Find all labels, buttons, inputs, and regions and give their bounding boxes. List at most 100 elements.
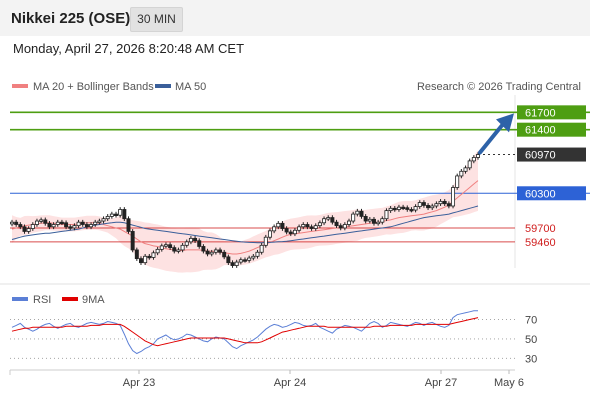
candle-body	[109, 213, 114, 217]
candle-body	[159, 245, 164, 250]
candle-body	[263, 236, 268, 246]
rsi-tick-30: 30	[525, 353, 537, 365]
ma20-legend-label: MA 20 + Bollinger Bands	[33, 81, 154, 93]
candle-body	[363, 216, 368, 222]
candle-body	[139, 258, 143, 264]
candle-body	[143, 255, 148, 264]
ma20-legend-swatch	[12, 84, 28, 88]
candle-body	[317, 222, 322, 227]
candle-body	[305, 224, 310, 228]
candle-body	[459, 170, 464, 177]
candle-body	[188, 237, 193, 243]
candle-body	[172, 247, 177, 252]
candle-body	[338, 225, 343, 229]
candle-body	[51, 224, 56, 228]
candle-body	[247, 257, 252, 261]
candle-body	[434, 203, 439, 207]
level-label-1: 61400	[525, 125, 556, 137]
candle-body	[30, 224, 35, 229]
candle-body	[205, 250, 210, 255]
candle-body	[388, 207, 393, 212]
candle-body	[163, 244, 168, 247]
candle-body	[39, 219, 44, 222]
candle-body	[322, 218, 327, 224]
timeframe-button[interactable]: 30 MIN	[130, 7, 183, 32]
candle-body	[22, 226, 27, 232]
candle-body	[222, 251, 227, 258]
candle-body	[455, 175, 460, 188]
x-tick-label-2: Apr 27	[425, 377, 457, 389]
ma20-line	[11, 180, 479, 255]
candle-body	[417, 202, 422, 207]
level-label-0: 61700	[525, 107, 556, 119]
candle-body	[118, 209, 123, 216]
candle-body	[10, 221, 14, 225]
candle-body	[64, 222, 69, 228]
candle-body	[359, 210, 364, 217]
candle-body	[55, 221, 60, 225]
candle-body	[351, 213, 356, 222]
level-tag-1	[517, 122, 586, 137]
candle-body	[168, 244, 173, 249]
candle-body	[213, 249, 218, 253]
candle-body	[180, 244, 185, 251]
x-tick-label-1: Apr 24	[274, 377, 306, 389]
candle-body	[313, 225, 318, 229]
forecast-arrow-shaft	[478, 123, 504, 155]
candle-body	[392, 207, 397, 211]
candle-body	[122, 209, 127, 220]
candle-body	[251, 255, 256, 259]
rsi-tick-70: 70	[525, 315, 537, 327]
rsi-plot: 70 50 30	[10, 310, 537, 365]
candle-body	[84, 224, 89, 228]
instrument-title: Nikkei 225 (OSE)	[11, 10, 131, 27]
level-label-5: 59460	[525, 237, 556, 249]
candle-body	[151, 252, 156, 258]
candle-body	[101, 218, 106, 222]
rsi-legend-swatch	[12, 297, 28, 301]
candle-body	[26, 228, 31, 232]
candle-body	[401, 206, 406, 210]
candle-body	[134, 249, 139, 260]
candle-body	[230, 262, 235, 266]
candle-body	[442, 200, 447, 205]
forecast-arrow-head	[496, 113, 514, 133]
candle-body	[243, 259, 247, 262]
candle-body	[326, 217, 331, 220]
candle-body	[97, 220, 102, 223]
level-tag-2	[517, 147, 586, 162]
candle-body	[471, 157, 476, 162]
candle-body	[413, 206, 418, 211]
candle-body	[234, 261, 239, 266]
candle-body	[438, 200, 443, 205]
ma9-legend-swatch	[62, 297, 78, 301]
candle-body	[380, 218, 385, 223]
candle-body	[347, 220, 351, 225]
candle-body	[396, 206, 401, 210]
datetime-label: Monday, April 27, 2026 8:20:48 AM CET	[13, 41, 245, 56]
candle-body	[238, 259, 243, 263]
candle-body	[288, 231, 293, 235]
candle-body	[276, 222, 281, 228]
candle-body	[426, 205, 431, 209]
x-tick-label-3: May 6	[494, 377, 524, 389]
candle-body	[301, 224, 306, 228]
candle-body	[155, 248, 160, 254]
candle-body	[184, 241, 189, 246]
level-tag-0	[517, 105, 586, 120]
level-label-3: 60300	[525, 188, 556, 200]
candle-body	[297, 226, 302, 231]
candle-body	[446, 203, 451, 207]
candle-body	[355, 210, 360, 215]
candle-body	[105, 216, 110, 220]
candle-body	[126, 218, 131, 232]
candle-body	[59, 221, 64, 225]
price-plot: 61700 61400 60970 60300 59700 59460	[10, 105, 590, 273]
rsi-legend-label: RSI	[33, 294, 51, 306]
candle-body	[80, 221, 85, 225]
candle-body	[476, 154, 480, 158]
candle-body	[376, 221, 381, 225]
candle-body	[421, 202, 426, 206]
candle-body	[284, 228, 289, 233]
candle-body	[72, 225, 77, 229]
